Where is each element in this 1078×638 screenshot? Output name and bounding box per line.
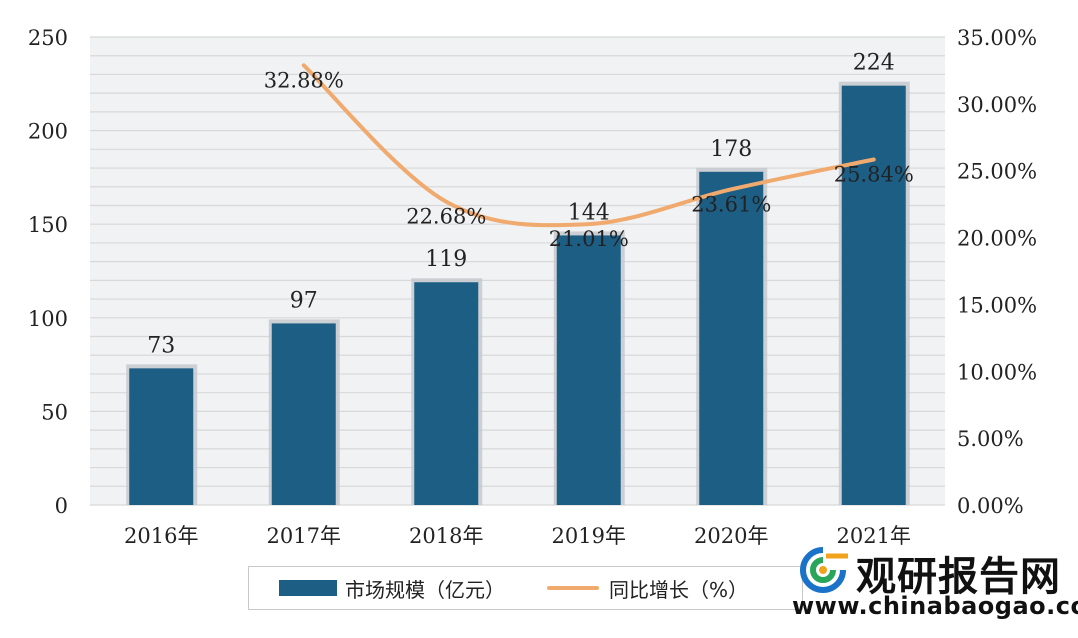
bar-value-label: 97 <box>290 288 318 313</box>
bar <box>414 282 479 505</box>
legend-item-line: 同比增长（%） <box>547 574 748 603</box>
bar <box>556 235 621 505</box>
line-value-label: 32.88% <box>264 68 344 92</box>
bar-value-label: 224 <box>853 51 895 76</box>
bar-value-label: 119 <box>425 247 467 272</box>
legend-swatch-bar <box>279 580 337 596</box>
line-value-label: 25.84% <box>834 162 914 186</box>
y-left-tick-label: 100 <box>28 307 68 331</box>
y-right-tick-label: 10.00% <box>957 360 1037 384</box>
x-tick-label: 2021年 <box>837 524 911 548</box>
bar <box>699 171 764 505</box>
y-left-tick-label: 150 <box>28 213 68 237</box>
chinabaogao-logo-icon <box>800 547 848 593</box>
x-tick-label: 2019年 <box>552 524 626 548</box>
growth-line <box>301 63 876 228</box>
y-right-tick-label: 15.00% <box>957 293 1037 317</box>
y-left-tick-label: 50 <box>41 400 68 424</box>
legend-swatch-line <box>547 586 599 590</box>
x-tick-label: 2020年 <box>694 524 768 548</box>
watermark-name: 观研报告网 <box>856 554 1061 600</box>
y-left-tick-label: 250 <box>28 26 68 50</box>
legend-item-bar: 市场规模（亿元） <box>279 574 505 603</box>
bar <box>841 85 906 505</box>
bar <box>271 323 336 505</box>
y-right-tick-label: 20.00% <box>957 227 1037 251</box>
bar <box>129 368 194 505</box>
line-value-label: 22.68% <box>406 205 486 229</box>
watermark: 观研报告网 www.chinabaogao.com <box>792 540 1078 632</box>
line-value-label: 21.01% <box>549 227 629 251</box>
line-value-label: 23.61% <box>691 192 771 216</box>
y-left-tick-label: 0 <box>55 494 68 518</box>
y-right-tick-label: 30.00% <box>957 93 1037 117</box>
y-right-tick-label: 5.00% <box>957 427 1024 451</box>
x-tick-label: 2018年 <box>409 524 483 548</box>
legend: 市场规模（亿元） 同比增长（%） <box>248 566 803 610</box>
bar-value-label: 178 <box>710 137 752 162</box>
x-tick-label: 2017年 <box>267 524 341 548</box>
watermark-url: www.chinabaogao.com <box>792 592 1078 620</box>
y-right-tick-label: 0.00% <box>957 494 1024 518</box>
plot-area <box>90 37 945 505</box>
y-left-tick-label: 200 <box>28 120 68 144</box>
legend-label-bar: 市场规模（亿元） <box>345 577 505 602</box>
y-right-tick-label: 35.00% <box>957 26 1037 50</box>
y-right-tick-label: 25.00% <box>957 160 1037 184</box>
legend-label-line: 同比增长（%） <box>609 577 749 602</box>
bar-value-label: 73 <box>147 333 175 358</box>
x-tick-label: 2016年 <box>124 524 198 548</box>
